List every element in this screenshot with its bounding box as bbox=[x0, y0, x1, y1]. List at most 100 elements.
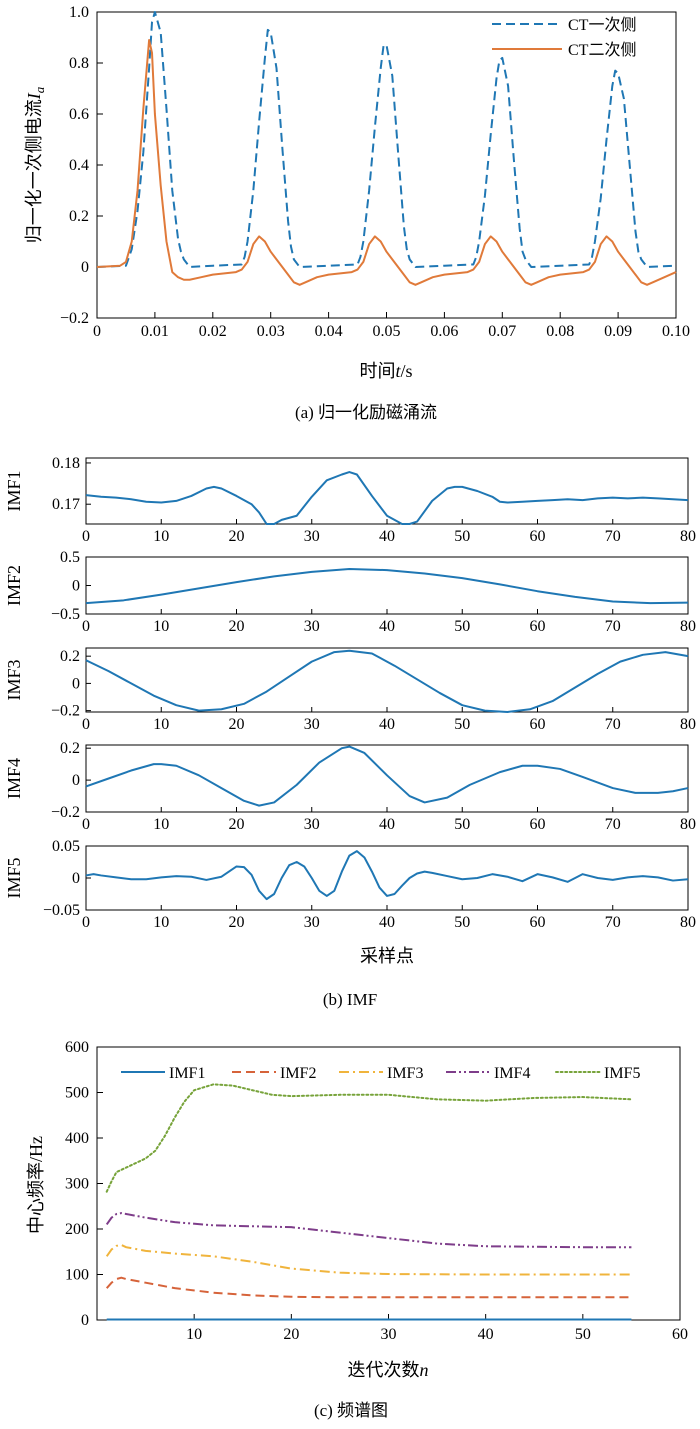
chart-a-caption: (a) 归一化励磁涌流 bbox=[295, 403, 437, 422]
imf-panel-3-xtick-label: 30 bbox=[304, 716, 320, 733]
chart-b-caption: (b) IMF bbox=[323, 990, 377, 1009]
chart-c-xtick-label: 50 bbox=[575, 1326, 591, 1343]
chart-a-ylabel-var: I bbox=[24, 92, 44, 100]
chart-a-ytick-label: 0 bbox=[81, 259, 89, 276]
chart-c-xtick-label: 40 bbox=[478, 1326, 494, 1343]
chart-a-xlabel: 时间t/s bbox=[359, 361, 412, 381]
chart-a-xtick-label: 0.09 bbox=[604, 323, 632, 340]
imf-panel-5-xtick-label: 80 bbox=[680, 914, 696, 931]
chart-c-xtick-label: 60 bbox=[672, 1326, 688, 1343]
chart-a-xtick-label: 0.05 bbox=[373, 323, 401, 340]
chart-c-ytick-label: 200 bbox=[65, 1221, 89, 1238]
chart-a-xlabel-unit: /s bbox=[401, 361, 413, 381]
chart-c-ylabel: 中心频率/Hz bbox=[26, 1136, 46, 1234]
imf-panel-2-xtick-label: 60 bbox=[530, 618, 546, 635]
chart-a-xtick-label: 0.07 bbox=[488, 323, 516, 340]
imf-panel-1-xtick-label: 0 bbox=[82, 528, 90, 545]
imf-panel-1-ylabel: IMF1 bbox=[4, 470, 24, 511]
chart-a-xtick-label: 0.03 bbox=[257, 323, 285, 340]
imf-panel-1-line bbox=[85, 471, 689, 525]
imf-panel-2-frame bbox=[85, 556, 689, 615]
chart-a-xtick-label: 0.02 bbox=[199, 323, 227, 340]
imf-panel-2-xtick-label: 30 bbox=[304, 618, 320, 635]
imf-panel-1-ytick-label: 0.18 bbox=[52, 455, 80, 472]
imf-panel-5-ylabel: IMF5 bbox=[4, 857, 24, 898]
chart-c-xtick-label: 10 bbox=[186, 1326, 202, 1343]
imf-panel-1-xtick-label: 50 bbox=[454, 528, 470, 545]
imf-panel-5-xtick-label: 50 bbox=[454, 914, 470, 931]
imf-panel-3-xtick-label: 20 bbox=[229, 716, 245, 733]
imf-panel-5-xtick-label: 70 bbox=[605, 914, 621, 931]
chart-a-ytick-label: 1.0 bbox=[69, 4, 89, 21]
chart-c-frame bbox=[96, 1046, 681, 1321]
chart-a-legend-label: CT一次侧 bbox=[568, 16, 636, 34]
chart-c-ytick-label: 100 bbox=[65, 1267, 89, 1284]
imf-panel-3-frame bbox=[85, 647, 689, 713]
imf-panel-4-line bbox=[85, 745, 689, 807]
imf-panel-1-xtick-label: 70 bbox=[605, 528, 621, 545]
imf-panel-5-xtick-label: 0 bbox=[82, 914, 90, 931]
chart-c-legend-label: IMF1 bbox=[169, 1065, 205, 1082]
imf-panel-3-line bbox=[85, 649, 689, 713]
imf-panel-5-xtick-label: 60 bbox=[530, 914, 546, 931]
chart-a-xtick-label: 0.10 bbox=[662, 323, 690, 340]
chart-a-xtick-label: 0.01 bbox=[141, 323, 169, 340]
imf-panel-1-ytick-label: 0.17 bbox=[52, 496, 80, 513]
imf-panel-4-xtick-label: 0 bbox=[82, 816, 90, 833]
chart-c-caption: (c) 频谱图 bbox=[314, 1401, 388, 1420]
imf-panel-4-xtick-label: 60 bbox=[530, 816, 546, 833]
chart-a-ylabel-sub: a bbox=[32, 86, 47, 93]
imf-panel-5-ytick-label: −0.05 bbox=[43, 902, 80, 919]
imf-panel-1-xtick-label: 10 bbox=[153, 528, 169, 545]
imf-panel-3-ylabel: IMF3 bbox=[4, 659, 24, 700]
imf-panel-5-ytick-label: 0.05 bbox=[52, 838, 80, 855]
imf-panel-5-xtick-label: 10 bbox=[153, 914, 169, 931]
imf-panel-5-line bbox=[85, 850, 689, 901]
chart-a-xtick-label: 0.06 bbox=[430, 323, 458, 340]
chart-c-legend-label: IMF5 bbox=[604, 1065, 640, 1082]
chart-c-legend-label: IMF4 bbox=[494, 1065, 530, 1082]
imf-panel-2-xtick-label: 0 bbox=[82, 618, 90, 635]
chart-a-ylabel: 归一化一次侧电流Ia bbox=[24, 86, 47, 243]
imf-panel-3-ytick-label: 0.2 bbox=[60, 648, 80, 665]
imf-panel-4-xtick-label: 80 bbox=[680, 816, 696, 833]
imf-panel-2-ylabel: IMF2 bbox=[4, 565, 24, 606]
chart-c-ytick-label: 600 bbox=[65, 1039, 89, 1056]
imf-panel-1-xtick-label: 80 bbox=[680, 528, 696, 545]
imf-panel-4-xtick-label: 20 bbox=[229, 816, 245, 833]
chart-b-xlabel: 采样点 bbox=[360, 946, 414, 966]
chart-c-series-2-line bbox=[105, 1276, 632, 1299]
imf-panel-5-ytick-label: 0 bbox=[72, 870, 80, 887]
imf-panel-2-ytick-label: −0.5 bbox=[51, 606, 80, 623]
imf-panel-2-xtick-label: 50 bbox=[454, 618, 470, 635]
chart-a-ytick-label: 0.8 bbox=[69, 55, 89, 72]
imf-panel-3-xtick-label: 40 bbox=[379, 716, 395, 733]
chart-c-legend-label: IMF3 bbox=[387, 1065, 423, 1082]
chart-c-series-5-line bbox=[105, 1083, 633, 1193]
imf-panel-1-xtick-label: 20 bbox=[229, 528, 245, 545]
chart-c-xtick-label: 30 bbox=[381, 1326, 397, 1343]
imf-panel-4-xtick-label: 50 bbox=[454, 816, 470, 833]
imf-panel-4-ytick-label: −0.2 bbox=[51, 804, 80, 821]
chart-c-xtick-label: 20 bbox=[283, 1326, 299, 1343]
imf-panel-4-xtick-label: 10 bbox=[153, 816, 169, 833]
chart-c-ytick-label: 500 bbox=[65, 1085, 89, 1102]
imf-panel-3-xtick-label: 0 bbox=[82, 716, 90, 733]
imf-panel-3-xtick-label: 10 bbox=[153, 716, 169, 733]
imf-panel-2-xtick-label: 20 bbox=[229, 618, 245, 635]
imf-panel-5-xtick-label: 20 bbox=[229, 914, 245, 931]
chart-c-xlabel: 迭代次数n bbox=[348, 1360, 429, 1380]
imf-panel-1-xtick-label: 30 bbox=[304, 528, 320, 545]
imf-panel-3-ytick-label: −0.2 bbox=[51, 703, 80, 720]
imf-panel-2-xtick-label: 80 bbox=[680, 618, 696, 635]
chart-a-ytick-label: −0.2 bbox=[60, 310, 89, 327]
imf-panel-3-xtick-label: 60 bbox=[530, 716, 546, 733]
chart-a-xtick-label: 0.08 bbox=[546, 323, 574, 340]
imf-panel-4-xtick-label: 30 bbox=[304, 816, 320, 833]
imf-panel-3-xtick-label: 80 bbox=[680, 716, 696, 733]
chart-c-ytick-label: 300 bbox=[65, 1176, 89, 1193]
imf-panel-2-xtick-label: 10 bbox=[153, 618, 169, 635]
imf-panel-4-ytick-label: 0.2 bbox=[60, 740, 80, 757]
chart-a-series-2-line bbox=[96, 39, 677, 286]
